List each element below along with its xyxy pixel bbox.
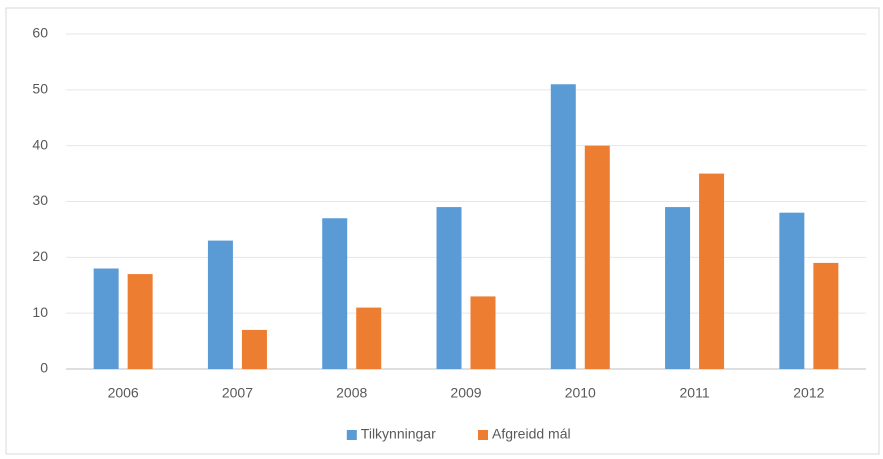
y-tick-label: 20 [32,248,48,264]
bar [699,173,725,369]
y-tick-label: 30 [32,192,48,208]
y-tick-label: 60 [32,25,48,41]
bar [93,268,119,369]
y-tick-label: 40 [32,136,48,152]
y-tick-label: 10 [32,304,48,320]
x-tick-label: 2009 [450,385,481,401]
legend-swatch [346,430,357,440]
x-tick-label: 2006 [108,385,139,401]
bar [550,84,576,369]
bar [322,218,348,369]
y-tick-label: 0 [40,360,48,376]
bar [127,274,153,369]
x-tick-label: 2010 [565,385,596,401]
bar [470,296,496,369]
bar [779,212,805,369]
bar [665,207,691,369]
x-tick-label: 2008 [336,385,367,401]
x-tick-label: 2007 [222,385,253,401]
bar [241,329,267,369]
bar [356,307,382,369]
legend-swatch [478,430,488,440]
x-tick-label: 2012 [793,385,824,401]
y-tick-label: 50 [32,81,48,97]
bar [584,145,610,369]
legend-label: Afgreidd mál [492,426,571,442]
bar [436,207,462,369]
x-tick-label: 2011 [680,385,710,401]
bar [207,240,233,369]
legend-label: Tilkynningar [361,426,436,442]
bar [813,262,839,369]
